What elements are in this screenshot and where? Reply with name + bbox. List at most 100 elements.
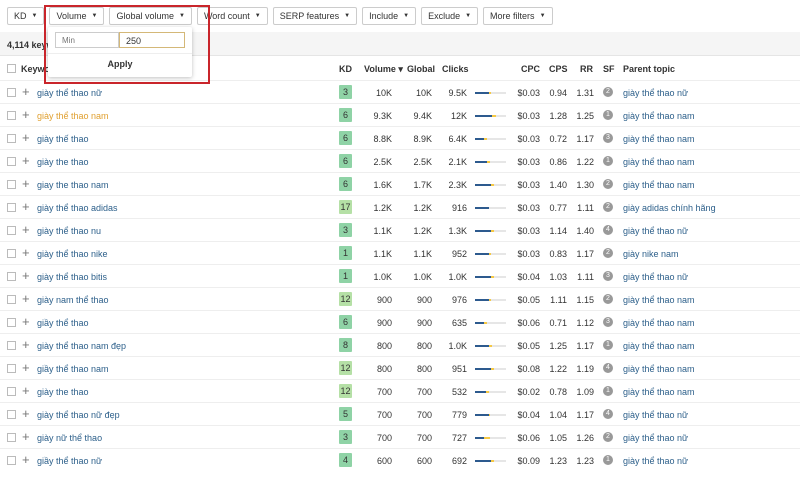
parent-topic-link[interactable]: giày thể thao nam (623, 387, 695, 397)
keyword-link[interactable]: giày thể thao adidas (37, 203, 118, 213)
parent-topic-link[interactable]: giày nike nam (623, 249, 679, 259)
parent-topic-link[interactable]: giày adidas chính hãng (623, 203, 716, 213)
add-plus-icon[interactable]: + (22, 153, 30, 168)
serp-features-count[interactable]: 3 (603, 317, 613, 327)
serp-features-count[interactable]: 3 (603, 271, 613, 281)
row-checkbox[interactable] (7, 364, 16, 373)
keyword-link[interactable]: giầy thể thao nam (37, 364, 109, 374)
row-checkbox[interactable] (7, 433, 16, 442)
add-plus-icon[interactable]: + (22, 199, 30, 214)
parent-topic-link[interactable]: giày thể thao nam (623, 295, 695, 305)
parent-topic-link[interactable]: giày thể thao nữ (623, 433, 689, 443)
row-checkbox[interactable] (7, 203, 16, 212)
add-plus-icon[interactable]: + (22, 383, 30, 398)
serp-features-count[interactable]: 2 (603, 248, 613, 258)
add-plus-icon[interactable]: + (22, 84, 30, 99)
volume-min-input[interactable] (55, 32, 119, 48)
col-keyword[interactable]: Keyword (21, 64, 60, 74)
parent-topic-link[interactable]: giày thể thao nữ (623, 456, 689, 466)
add-plus-icon[interactable]: + (22, 176, 30, 191)
keyword-link[interactable]: giày the thao (37, 157, 89, 167)
keyword-link[interactable]: giay the thao nam (37, 180, 109, 190)
add-plus-icon[interactable]: + (22, 268, 30, 283)
filter-global-volume-button[interactable]: Global volume ▼ (109, 7, 192, 25)
keyword-link[interactable]: giày thế thao (37, 134, 89, 144)
select-all-checkbox[interactable] (7, 64, 16, 73)
parent-topic-link[interactable]: giày thể thao nam (623, 180, 695, 190)
serp-features-count[interactable]: 2 (603, 202, 613, 212)
apply-button[interactable]: Apply (107, 59, 133, 69)
serp-features-count[interactable]: 3 (603, 133, 613, 143)
row-checkbox[interactable] (7, 157, 16, 166)
add-plus-icon[interactable]: + (22, 360, 30, 375)
serp-features-count[interactable]: 4 (603, 225, 613, 235)
serp-features-count[interactable]: 1 (603, 340, 613, 350)
filter-word-count-button[interactable]: Word count ▼ (196, 7, 268, 25)
filter-serp-features-button[interactable]: SERP features ▼ (272, 7, 358, 25)
row-checkbox[interactable] (7, 226, 16, 235)
keyword-link[interactable]: giày thể thao nam (37, 111, 109, 121)
keyword-link[interactable]: giày thể thao nữ đẹp (37, 410, 120, 420)
add-plus-icon[interactable]: + (22, 429, 30, 444)
parent-topic-link[interactable]: giày thể thao nữ (623, 272, 689, 282)
row-checkbox[interactable] (7, 134, 16, 143)
row-checkbox[interactable] (7, 410, 16, 419)
add-plus-icon[interactable]: + (22, 314, 30, 329)
keyword-link[interactable]: giày thể thao bitis (37, 272, 108, 282)
parent-topic-link[interactable]: giày thể thao nam (623, 318, 695, 328)
keyword-link[interactable]: giầy thể thao nữ (37, 456, 103, 466)
keyword-link[interactable]: giày thể thao nam đẹp (37, 341, 127, 351)
row-checkbox[interactable] (7, 249, 16, 258)
filter-volume-button[interactable]: Volume ▼ (49, 7, 105, 25)
parent-topic-link[interactable]: giày thể thao nam (623, 341, 695, 351)
serp-features-count[interactable]: 2 (603, 87, 613, 97)
parent-topic-link[interactable]: giày thể thao nữ (623, 410, 689, 420)
col-kd[interactable]: KD (339, 64, 352, 74)
col-sf[interactable]: SF (603, 64, 615, 74)
col-parent-topic[interactable]: Parent topic (623, 64, 676, 74)
keyword-link[interactable]: giày thể thao nu (37, 226, 102, 236)
volume-max-input[interactable]: 250 (119, 32, 185, 48)
row-checkbox[interactable] (7, 341, 16, 350)
row-checkbox[interactable] (7, 111, 16, 120)
col-global[interactable]: Global (407, 64, 436, 74)
col-clicks[interactable]: Clicks (442, 64, 469, 74)
add-plus-icon[interactable]: + (22, 452, 30, 467)
serp-features-count[interactable]: 2 (603, 179, 613, 189)
row-checkbox[interactable] (7, 387, 16, 396)
parent-topic-link[interactable]: giày thể thao nam (623, 157, 695, 167)
col-volume[interactable]: Volume ▾ (364, 64, 403, 74)
parent-topic-link[interactable]: giày thể thao nữ (623, 88, 689, 98)
serp-features-count[interactable]: 4 (603, 363, 613, 373)
col-cpc[interactable]: CPC (521, 64, 541, 74)
keyword-link[interactable]: giày nam thể thao (37, 295, 109, 305)
filter-include-button[interactable]: Include ▼ (362, 7, 417, 25)
row-checkbox[interactable] (7, 318, 16, 327)
row-checkbox[interactable] (7, 88, 16, 97)
serp-features-count[interactable]: 1 (603, 156, 613, 166)
serp-features-count[interactable]: 1 (603, 386, 613, 396)
serp-features-count[interactable]: 4 (603, 409, 613, 419)
keyword-link[interactable]: giày nữ thể thao (37, 433, 103, 443)
row-checkbox[interactable] (7, 295, 16, 304)
parent-topic-link[interactable]: giày thể thao nam (623, 134, 695, 144)
parent-topic-link[interactable]: giày thể thao nam (623, 364, 695, 374)
add-plus-icon[interactable]: + (22, 222, 30, 237)
keyword-link[interactable]: giày the thao (37, 387, 89, 397)
col-cps[interactable]: CPS (549, 64, 568, 74)
filter-kd-button[interactable]: KD ▼ (7, 7, 45, 25)
serp-features-count[interactable]: 1 (603, 110, 613, 120)
row-checkbox[interactable] (7, 456, 16, 465)
filter-more-filters-button[interactable]: More filters ▼ (483, 7, 553, 25)
col-rr[interactable]: RR (580, 64, 593, 74)
filter-exclude-button[interactable]: Exclude ▼ (421, 7, 479, 25)
keyword-link[interactable]: giày thể thao nữ (37, 88, 103, 98)
keyword-link[interactable]: giày thể thao nike (37, 249, 108, 259)
row-checkbox[interactable] (7, 272, 16, 281)
add-plus-icon[interactable]: + (22, 245, 30, 260)
row-checkbox[interactable] (7, 180, 16, 189)
serp-features-count[interactable]: 2 (603, 432, 613, 442)
add-plus-icon[interactable]: + (22, 107, 30, 122)
add-plus-icon[interactable]: + (22, 291, 30, 306)
add-plus-icon[interactable]: + (22, 130, 30, 145)
